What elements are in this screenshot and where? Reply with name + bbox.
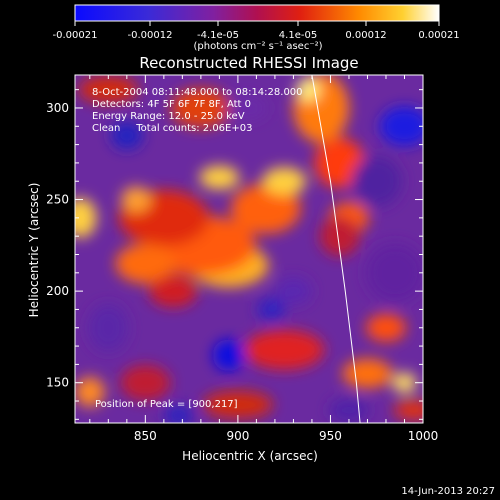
colorbar-tick-label: -0.00021	[53, 30, 98, 41]
emission-blob	[163, 405, 194, 423]
peak-position-label: Position of Peak = [900,217]	[95, 399, 238, 410]
emission-blob	[379, 106, 423, 147]
emission-blob	[230, 183, 301, 234]
y-axis-label: Heliocentric Y (arcsec)	[27, 183, 41, 318]
annotation-detectors: Detectors: 4F 5F 6F 7F 8F, Att 0	[92, 99, 251, 110]
colorbar-tick-label: -0.00012	[128, 30, 173, 41]
emission-blob	[365, 242, 423, 303]
emission-blob	[393, 400, 423, 421]
colorbar-tick-label: -4.1e-05	[197, 30, 239, 41]
x-tick-label: 900	[226, 429, 249, 443]
x-tick-label: 950	[319, 429, 342, 443]
emission-blob	[227, 95, 268, 120]
colorbar	[74, 4, 440, 22]
emission-blob	[78, 75, 139, 104]
x-tick-label: 850	[134, 429, 157, 443]
x-tick-label: 1000	[408, 429, 439, 443]
colorbar-unit-label: (photons cm⁻² s⁻¹ asec⁻²)	[193, 41, 322, 52]
image-area	[75, 75, 423, 423]
annotation-clean: Clean Total counts: 2.06E+03	[92, 123, 252, 134]
emission-blob	[314, 137, 365, 188]
emission-blob	[319, 216, 360, 257]
emission-blob	[149, 275, 198, 308]
emission-map	[75, 75, 423, 423]
emission-blob	[75, 376, 105, 407]
y-tick-label: 150	[46, 376, 69, 390]
emission-blob	[110, 121, 143, 150]
solar-limb-line	[311, 75, 361, 423]
colorbar-tick-label: 0.00012	[345, 30, 386, 41]
emission-blob	[275, 277, 312, 306]
emission-blob	[120, 364, 171, 401]
emission-blob	[212, 339, 245, 372]
x-axis-label: Heliocentric X (arcsec)	[182, 449, 318, 463]
emission-blob	[75, 197, 97, 238]
emission-blob	[262, 167, 307, 196]
chart-title: Reconstructed RHESSI Image	[139, 54, 358, 72]
colorbar-ticks: -0.00021 -0.00012 -4.1e-05 4.1e-05 0.00012 0.…	[53, 21, 460, 41]
emission-blob	[202, 390, 273, 419]
emission-blob	[121, 186, 152, 213]
emission-blob	[296, 77, 321, 102]
emission-blob	[342, 358, 393, 389]
y-tick-label: 250	[46, 193, 69, 207]
footer-date: 14-Jun-2013 20:27	[401, 486, 495, 497]
emission-blob	[244, 329, 325, 370]
axes: 850 900 950 1000 150 200 250 300	[46, 75, 438, 443]
emission-blob	[199, 165, 240, 190]
emission-blob	[328, 398, 369, 423]
emission-blob	[115, 243, 176, 284]
colorbar-tick-label: 4.1e-05	[279, 30, 317, 41]
colorbar-tick-label: 0.00021	[418, 30, 459, 41]
emission-blob	[365, 313, 406, 342]
emission-blob	[351, 156, 402, 207]
emission-blob	[392, 372, 417, 393]
y-tick-label: 200	[46, 284, 69, 298]
annotation-time: 8-Oct-2004 08:11:48.000 to 08:14:28.000	[92, 87, 303, 98]
emission-blob	[257, 297, 286, 322]
emission-blob	[88, 303, 129, 352]
annotation-energy: Energy Range: 12.0 - 25.0 keV	[92, 111, 245, 122]
y-tick-label: 300	[46, 101, 69, 115]
plot-frame	[74, 74, 424, 424]
emission-blob	[170, 87, 231, 128]
